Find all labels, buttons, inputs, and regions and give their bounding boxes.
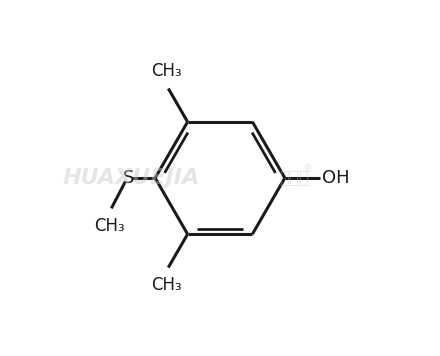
Text: CH₃: CH₃ [151, 276, 182, 294]
Text: CH₃: CH₃ [151, 62, 182, 80]
Text: ®: ® [302, 164, 312, 174]
Text: S: S [123, 169, 135, 187]
Text: HUAXUEJIA: HUAXUEJIA [62, 168, 200, 188]
Text: 化学加: 化学加 [279, 169, 310, 187]
Text: CH₃: CH₃ [94, 217, 125, 235]
Text: OH: OH [322, 169, 349, 187]
